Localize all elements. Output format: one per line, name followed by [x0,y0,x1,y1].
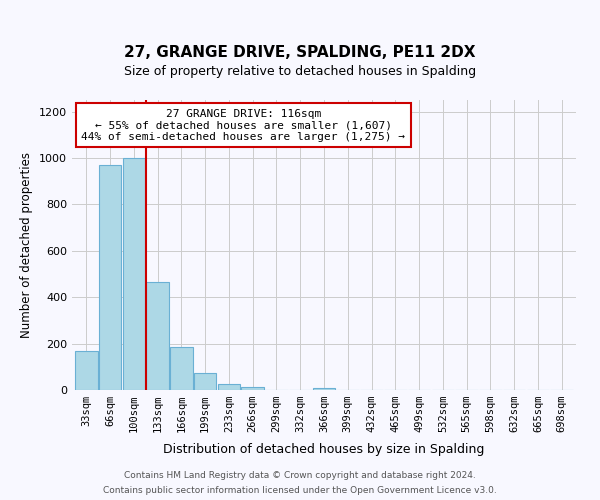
Bar [170,347,193,390]
Bar [99,165,121,390]
Text: Contains public sector information licensed under the Open Government Licence v3: Contains public sector information licen… [103,486,497,495]
Bar [75,350,98,390]
Y-axis label: Number of detached properties: Number of detached properties [20,152,34,338]
X-axis label: Distribution of detached houses by size in Spalding: Distribution of detached houses by size … [163,444,485,456]
Bar [194,372,217,390]
Bar [122,158,145,390]
Text: Size of property relative to detached houses in Spalding: Size of property relative to detached ho… [124,64,476,78]
Text: Contains HM Land Registry data © Crown copyright and database right 2024.: Contains HM Land Registry data © Crown c… [124,471,476,480]
Bar [241,386,264,390]
Text: 27, GRANGE DRIVE, SPALDING, PE11 2DX: 27, GRANGE DRIVE, SPALDING, PE11 2DX [124,45,476,60]
Text: 27 GRANGE DRIVE: 116sqm
← 55% of detached houses are smaller (1,607)
44% of semi: 27 GRANGE DRIVE: 116sqm ← 55% of detache… [82,108,406,142]
Bar [218,384,240,390]
Bar [146,282,169,390]
Bar [313,388,335,390]
